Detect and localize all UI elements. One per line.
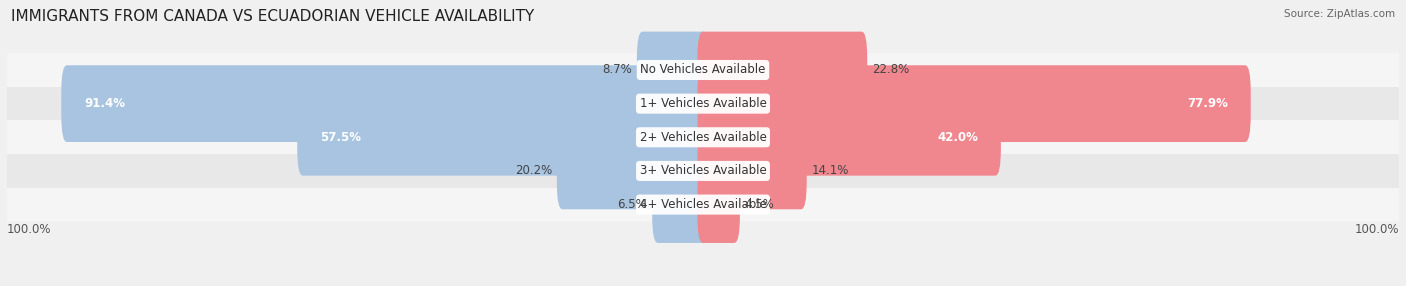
Bar — [0, 154, 1406, 188]
Text: IMMIGRANTS FROM CANADA VS ECUADORIAN VEHICLE AVAILABILITY: IMMIGRANTS FROM CANADA VS ECUADORIAN VEH… — [11, 9, 534, 23]
FancyBboxPatch shape — [297, 99, 709, 176]
FancyBboxPatch shape — [62, 65, 709, 142]
Text: 57.5%: 57.5% — [321, 131, 361, 144]
Text: 42.0%: 42.0% — [936, 131, 979, 144]
FancyBboxPatch shape — [557, 133, 709, 209]
FancyBboxPatch shape — [697, 166, 740, 243]
FancyBboxPatch shape — [652, 166, 709, 243]
Text: 20.2%: 20.2% — [515, 164, 553, 177]
Bar — [0, 120, 1406, 154]
FancyBboxPatch shape — [697, 99, 1001, 176]
Text: No Vehicles Available: No Vehicles Available — [640, 63, 766, 76]
Text: 100.0%: 100.0% — [1354, 223, 1399, 236]
FancyBboxPatch shape — [637, 32, 709, 108]
Text: Source: ZipAtlas.com: Source: ZipAtlas.com — [1284, 9, 1395, 19]
Text: 3+ Vehicles Available: 3+ Vehicles Available — [640, 164, 766, 177]
FancyBboxPatch shape — [697, 32, 868, 108]
Text: 6.5%: 6.5% — [617, 198, 647, 211]
Bar — [0, 87, 1406, 120]
Text: 4.5%: 4.5% — [745, 198, 775, 211]
FancyBboxPatch shape — [697, 65, 1251, 142]
Text: 8.7%: 8.7% — [602, 63, 633, 76]
FancyBboxPatch shape — [697, 133, 807, 209]
Bar — [0, 188, 1406, 221]
Text: 77.9%: 77.9% — [1187, 97, 1227, 110]
Text: 100.0%: 100.0% — [7, 223, 52, 236]
Text: 1+ Vehicles Available: 1+ Vehicles Available — [640, 97, 766, 110]
Bar — [0, 53, 1406, 87]
Text: 14.1%: 14.1% — [811, 164, 849, 177]
Text: 2+ Vehicles Available: 2+ Vehicles Available — [640, 131, 766, 144]
Text: 4+ Vehicles Available: 4+ Vehicles Available — [640, 198, 766, 211]
Text: 22.8%: 22.8% — [872, 63, 910, 76]
Text: 91.4%: 91.4% — [84, 97, 125, 110]
